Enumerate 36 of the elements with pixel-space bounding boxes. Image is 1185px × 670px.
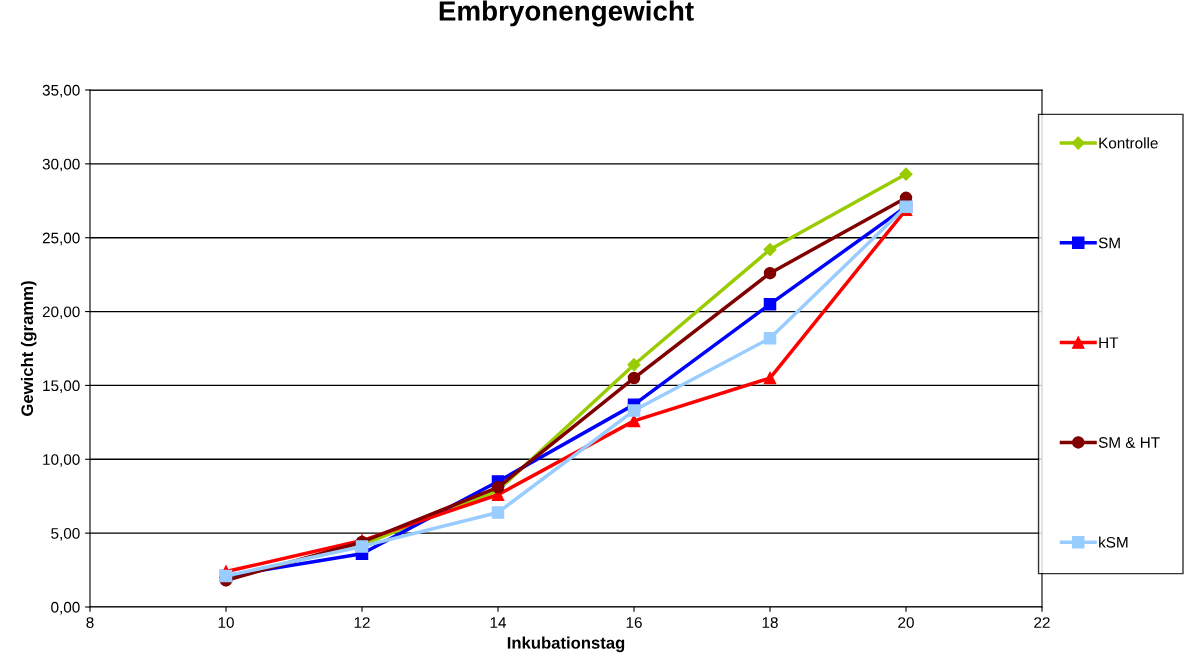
x-tick-label: 12 (354, 617, 370, 628)
x-tick-label: 10 (218, 617, 234, 628)
legend-label: Kontrolle (1099, 137, 1158, 149)
point (763, 266, 777, 280)
y-tick-label: 15,00 (43, 380, 80, 393)
point (491, 481, 505, 494)
x-tick-label: 20 (898, 617, 914, 628)
point (627, 404, 641, 417)
x-axis-title: Inkubationstag (507, 636, 625, 653)
chart-title: Embryonengewicht (439, 0, 694, 27)
y-axis-title: Gewicht (gramm) (20, 281, 37, 416)
y-tick-label: 20,00 (42, 306, 80, 320)
legend-label: HT (1099, 337, 1119, 348)
x-tick-label: 14 (490, 617, 507, 628)
y-tick-label: 10,00 (43, 454, 80, 467)
point (763, 371, 777, 385)
x-tick-label: 18 (762, 617, 778, 628)
point (627, 371, 641, 385)
y-tick-label: 0,00 (51, 601, 80, 615)
point (627, 414, 641, 428)
y-tick-label: 30,00 (42, 158, 80, 172)
x-tick-label: 22 (1034, 617, 1050, 628)
legend-label: SM & HT (1098, 437, 1160, 448)
point (763, 242, 777, 257)
y-tick-label: 25,00 (42, 232, 80, 246)
point (627, 358, 641, 372)
legend-label: SM (1098, 237, 1120, 249)
y-tick-label: 5,00 (51, 528, 80, 541)
point (763, 297, 777, 311)
point (763, 331, 777, 345)
x-tick-label: 16 (626, 617, 642, 628)
point (899, 167, 913, 181)
y-tick-label: 35,00 (42, 84, 80, 98)
x-tick-label: 8 (86, 617, 94, 628)
legend-label: kSM (1099, 536, 1128, 548)
point (491, 506, 505, 519)
